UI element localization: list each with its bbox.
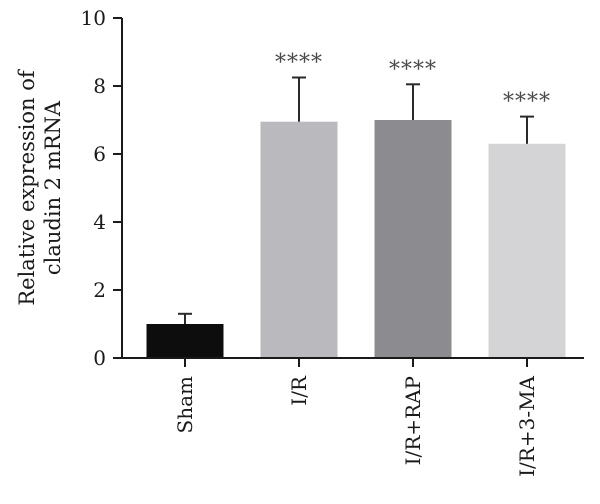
bar	[260, 121, 338, 358]
bars: **** **** ****	[146, 51, 566, 358]
x-tick-label: I/R+3-MA	[515, 375, 539, 476]
y-tick-label: 0	[93, 346, 106, 370]
x-axis: Sham I/R I/R+RAP I/R+3-MA	[122, 357, 584, 477]
bar	[146, 324, 224, 358]
y-tick-label: 2	[93, 278, 106, 302]
y-axis-title-line-1: Relative expression of	[15, 68, 39, 306]
significance-label: ****	[275, 51, 323, 76]
x-tick-label: Sham	[173, 376, 197, 434]
significance-label: ****	[503, 90, 551, 115]
bar	[488, 143, 566, 358]
y-axis: 0 2 4 6 8 10	[81, 6, 123, 370]
y-tick-label: 8	[93, 74, 106, 98]
significance-label: ****	[389, 57, 437, 82]
x-tick-label: I/R+RAP	[401, 376, 425, 465]
y-tick-label: 6	[93, 142, 106, 166]
y-tick-label: 4	[93, 210, 106, 234]
y-axis-title-line-2: claudin 2 mRNA	[41, 100, 65, 275]
y-tick-label: 10	[81, 6, 106, 30]
bar	[374, 120, 452, 358]
x-tick-label: I/R	[287, 375, 311, 406]
